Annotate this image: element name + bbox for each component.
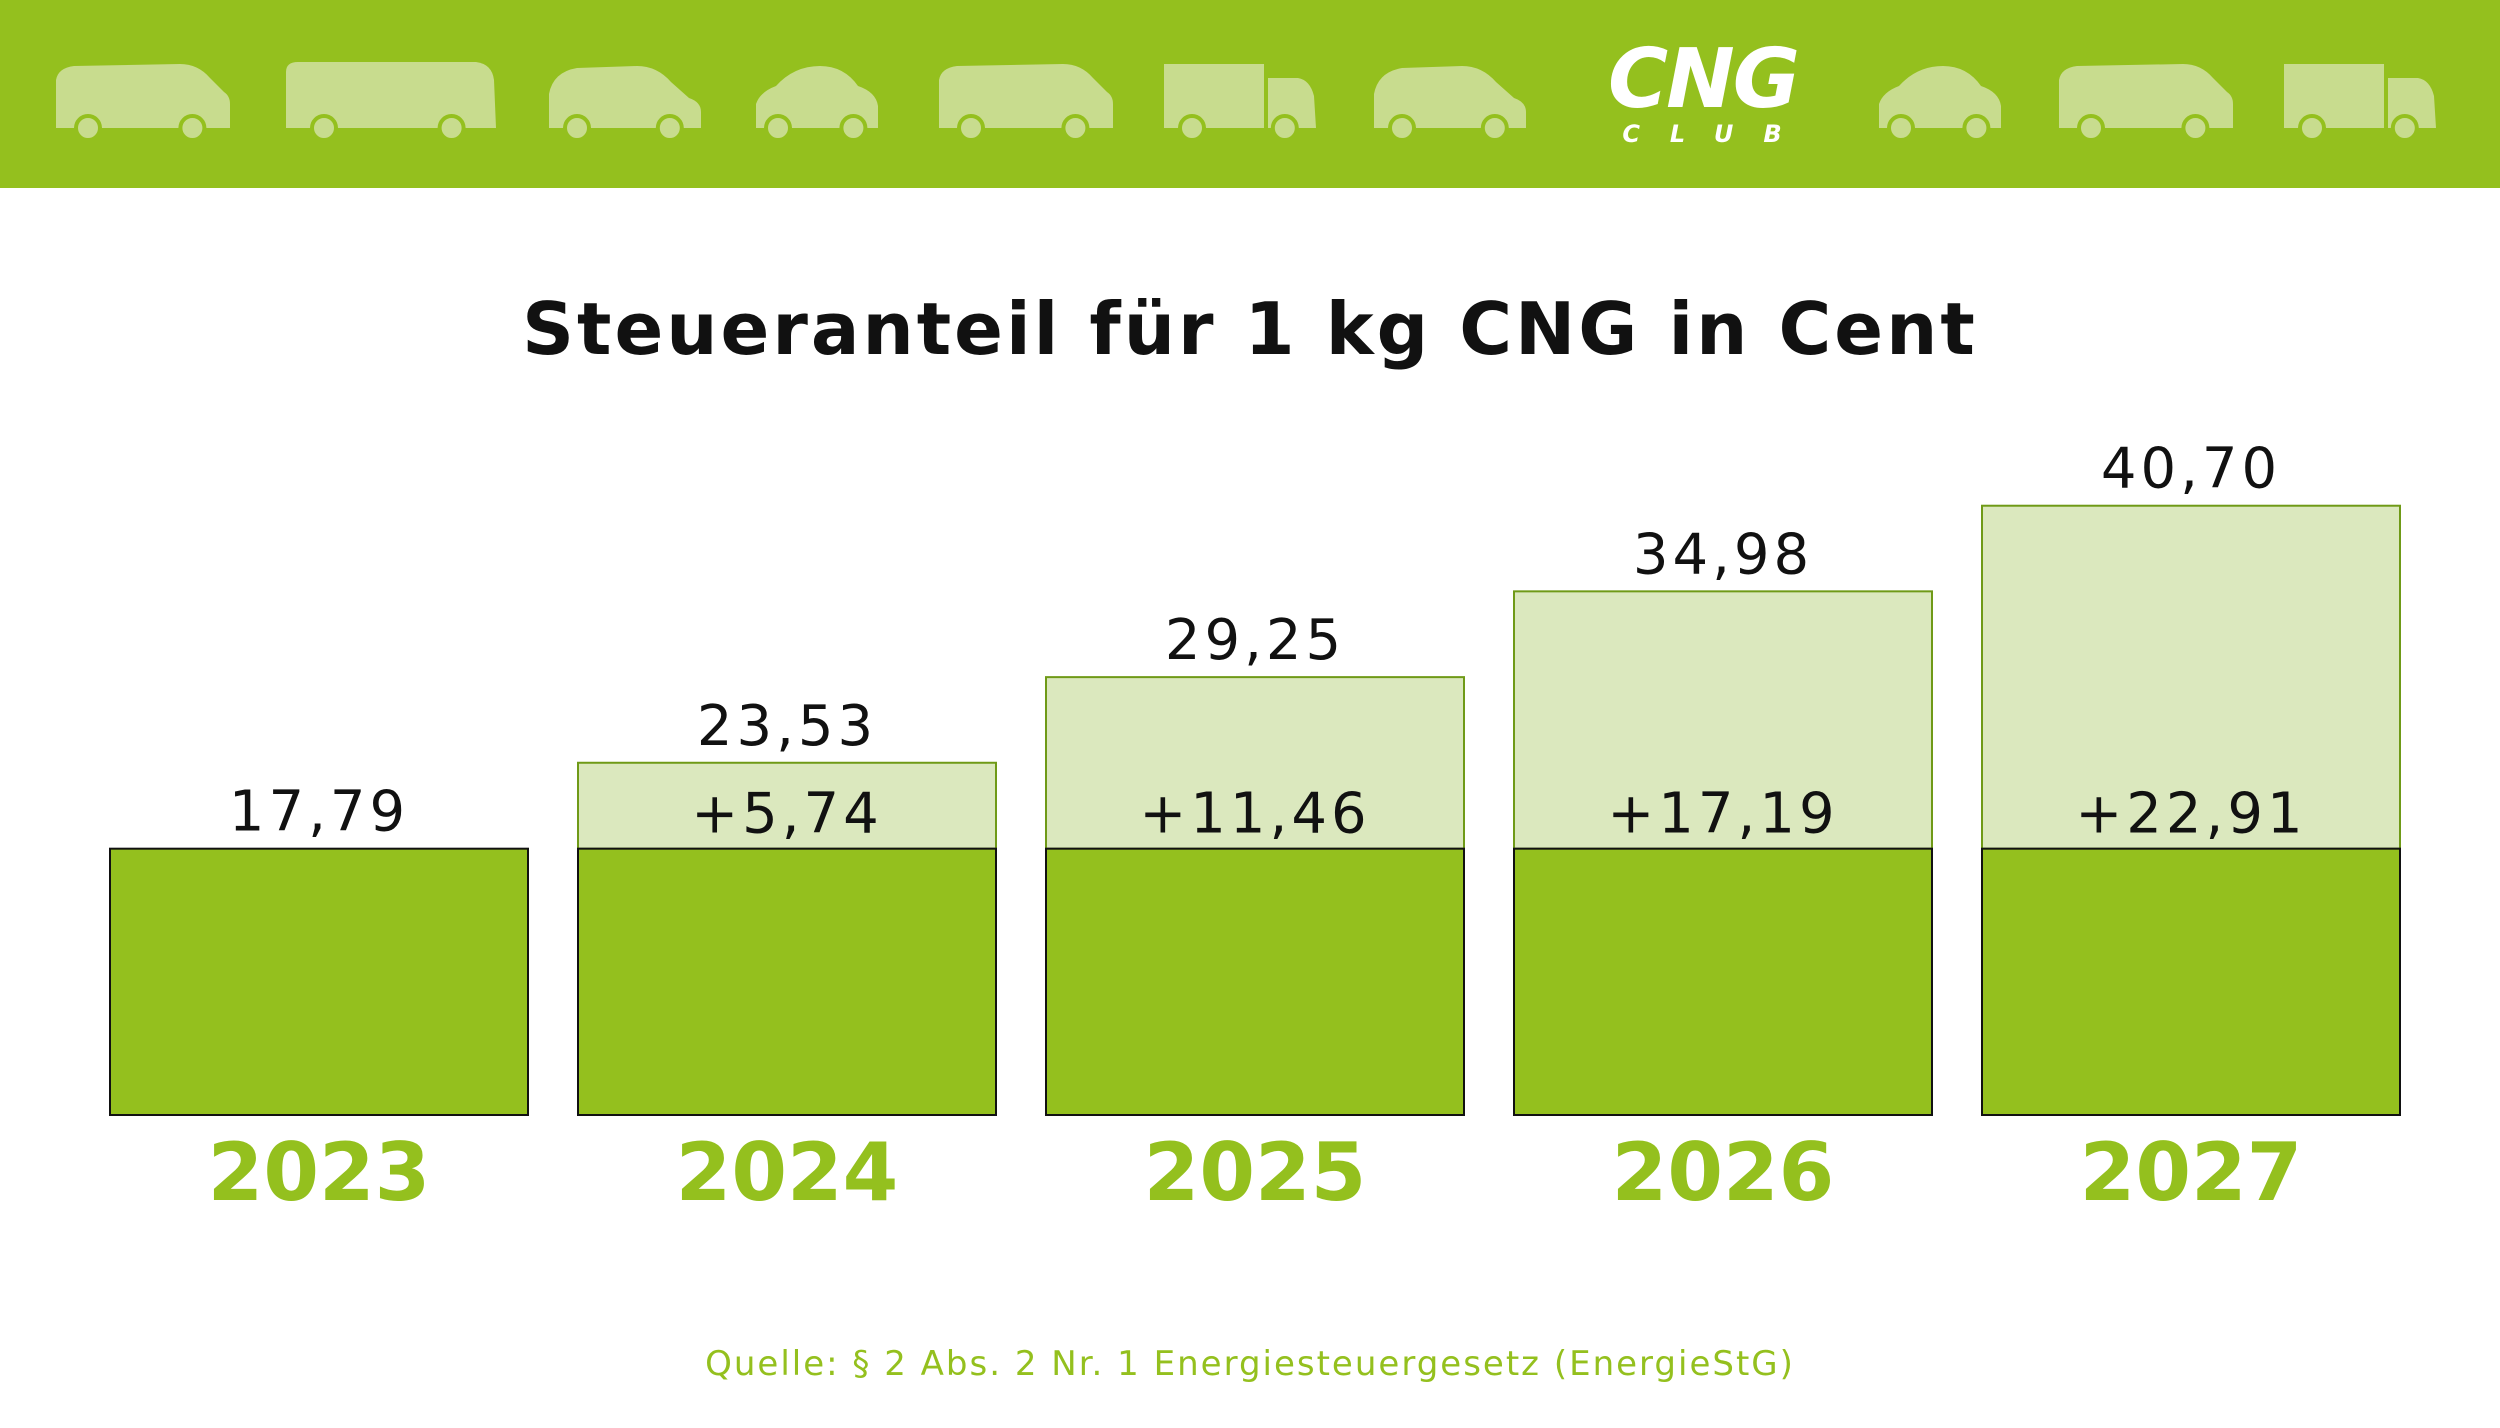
bar-increase-label: +5,74 xyxy=(691,782,883,847)
x-tick-label: 2024 xyxy=(676,1126,899,1219)
bar-total-label: 40,70 xyxy=(2101,437,2281,502)
x-tick-label: 2023 xyxy=(208,1126,431,1219)
x-tick-label: 2027 xyxy=(2080,1126,2303,1219)
small-car-icon xyxy=(756,66,878,142)
small-car-icon xyxy=(1879,66,2001,142)
bar-increase-label: +11,46 xyxy=(1139,782,1370,847)
bar-base xyxy=(1045,847,1465,1117)
truck-icon xyxy=(2284,64,2436,142)
bar-increase xyxy=(577,761,997,850)
van-icon xyxy=(56,64,230,142)
minivan-icon xyxy=(549,66,701,142)
source-note: Quelle: § 2 Abs. 2 Nr. 1 Energiesteuerge… xyxy=(705,1344,1795,1384)
x-tick-label: 2025 xyxy=(1144,1126,1367,1219)
van-icon xyxy=(2059,64,2233,142)
x-tick-label: 2026 xyxy=(1612,1126,1835,1219)
bar-increase xyxy=(1045,676,1465,850)
bus-icon xyxy=(286,62,496,142)
bar-increase-label: +17,19 xyxy=(1607,782,1838,847)
bar-total-label: 34,98 xyxy=(1633,522,1813,587)
bar-total-label: 17,79 xyxy=(229,780,409,845)
minivan-icon xyxy=(1374,66,1526,142)
van-icon xyxy=(939,64,1113,142)
bar-base xyxy=(1981,847,2401,1117)
chart-title: Steueranteil für 1 kg CNG in Cent xyxy=(522,287,1978,371)
header-banner: CNG CLUB xyxy=(0,0,2500,188)
bar-increase-label: +22,91 xyxy=(2075,782,2306,847)
bar-base xyxy=(577,847,997,1117)
brand-logo: CNG CLUB xyxy=(1573,38,1833,148)
bar-total-label: 23,53 xyxy=(697,694,877,759)
logo-subtitle: CLUB xyxy=(1622,120,1812,148)
bar-total-label: 29,25 xyxy=(1165,608,1345,673)
bar-increase xyxy=(1981,504,2401,850)
logo-wordmark: CNG xyxy=(1607,32,1800,127)
bar-base xyxy=(109,847,529,1117)
truck-icon xyxy=(1164,64,1316,142)
bar-increase xyxy=(1513,590,1933,850)
bar-base xyxy=(1513,847,1933,1117)
